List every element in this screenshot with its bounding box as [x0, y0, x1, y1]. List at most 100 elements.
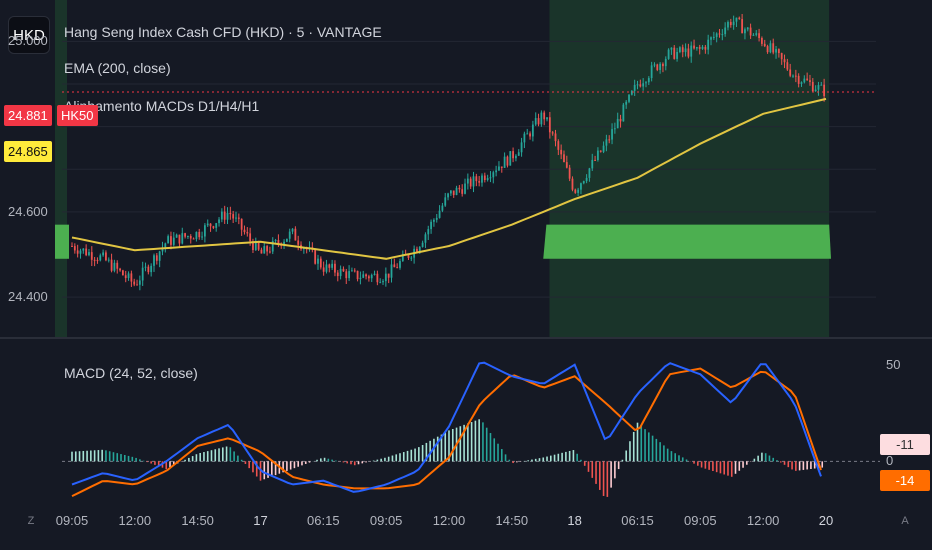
candle-body	[220, 211, 223, 220]
candle-body	[71, 245, 73, 247]
candle-body	[277, 240, 280, 244]
candle-body	[82, 248, 85, 251]
highlight-region-left	[55, 0, 67, 337]
signal-value-badge: -14	[880, 470, 930, 491]
candle-body	[817, 85, 820, 90]
symbol-badge[interactable]: HKD	[8, 16, 50, 54]
macd-alignment-legend[interactable]: Alinhamento MACDs D1/H4/H1	[64, 98, 260, 114]
price-tick-label: 24.400	[8, 289, 48, 305]
candle-body	[814, 89, 817, 92]
candle-body	[215, 223, 218, 228]
candle-body	[328, 264, 331, 268]
candle-body	[721, 34, 724, 36]
zoom-reset-button[interactable]: Z	[27, 515, 35, 527]
candle-body	[704, 46, 707, 50]
candle-body	[418, 246, 421, 252]
candle-body	[235, 217, 237, 219]
candle-body	[116, 262, 119, 269]
candle-body	[642, 83, 645, 87]
candle-body	[263, 246, 266, 254]
candle-body	[88, 252, 90, 256]
candle-body	[591, 159, 594, 169]
candle-body	[353, 270, 356, 272]
candle-body	[170, 236, 172, 245]
candle-body	[667, 49, 670, 59]
candle-body	[489, 177, 492, 179]
candle-body	[390, 264, 393, 278]
candle-body	[749, 27, 752, 36]
macd-tick-label: 50	[886, 356, 901, 372]
candle-body	[800, 82, 803, 84]
candle-body	[611, 129, 613, 140]
candle-body	[201, 236, 203, 238]
candle-body	[379, 282, 382, 284]
candle-body	[758, 33, 760, 38]
candle-body	[472, 176, 475, 187]
candle-body	[574, 189, 577, 193]
candle-body	[732, 21, 735, 26]
candle-body	[184, 233, 186, 237]
candle-body	[322, 267, 325, 272]
candle-body	[401, 254, 404, 262]
candle-body	[551, 132, 554, 134]
candle-body	[416, 248, 418, 252]
candle-body	[701, 46, 704, 49]
candle-body	[370, 274, 373, 279]
candle-body	[257, 241, 260, 250]
candle-body	[469, 178, 472, 187]
candle-body	[430, 221, 432, 230]
candle-body	[698, 47, 701, 49]
candle-body	[376, 273, 379, 283]
candle-body	[325, 264, 328, 272]
candle-body	[367, 276, 370, 279]
candle-body	[237, 217, 240, 219]
alignment-band	[543, 224, 832, 259]
candle-body	[613, 128, 616, 130]
candle-body	[772, 43, 775, 53]
price-tick-label: 25.000	[8, 33, 48, 49]
candle-body	[113, 262, 116, 271]
ema-legend[interactable]: EMA (200, close)	[64, 60, 171, 76]
candle-body	[452, 190, 455, 196]
candle-body	[339, 268, 342, 277]
candle-body	[285, 238, 288, 242]
candle-body	[537, 118, 540, 125]
price-tick-label: 24.600	[8, 203, 48, 219]
candle-body	[523, 133, 526, 143]
candle-body	[466, 178, 469, 184]
candle-body	[715, 33, 718, 37]
candle-body	[382, 281, 384, 283]
candle-body	[223, 211, 226, 220]
candle-body	[761, 37, 763, 44]
macd-title[interactable]: MACD (24, 52, close)	[64, 365, 198, 381]
candle-body	[127, 273, 130, 279]
candle-body	[458, 187, 461, 190]
candle-body	[797, 75, 800, 84]
candle-body	[297, 240, 300, 245]
candle-body	[212, 226, 215, 228]
candle-body	[619, 118, 622, 122]
candle-body	[229, 212, 232, 215]
candle-body	[164, 243, 167, 248]
macd-value-badge: -11	[880, 434, 930, 455]
auto-scale-button[interactable]: A	[901, 515, 909, 527]
candle-body	[481, 175, 483, 183]
macd-line	[71, 361, 822, 493]
candle-body	[526, 133, 529, 135]
candle-body	[209, 223, 212, 227]
candle-body	[616, 118, 619, 129]
candle-body	[232, 214, 235, 219]
last-price-badge: 24.881	[4, 105, 52, 126]
candle-body	[421, 242, 424, 247]
candle-body	[597, 150, 599, 161]
candle-body	[410, 257, 413, 259]
candle-body	[780, 53, 783, 60]
candle-body	[783, 59, 786, 63]
candle-body	[509, 151, 512, 166]
candle-body	[577, 189, 580, 193]
macd-tick-label: 0	[886, 453, 894, 469]
candle-body	[110, 259, 113, 271]
candle-body	[351, 270, 353, 272]
candle-body	[195, 231, 198, 239]
